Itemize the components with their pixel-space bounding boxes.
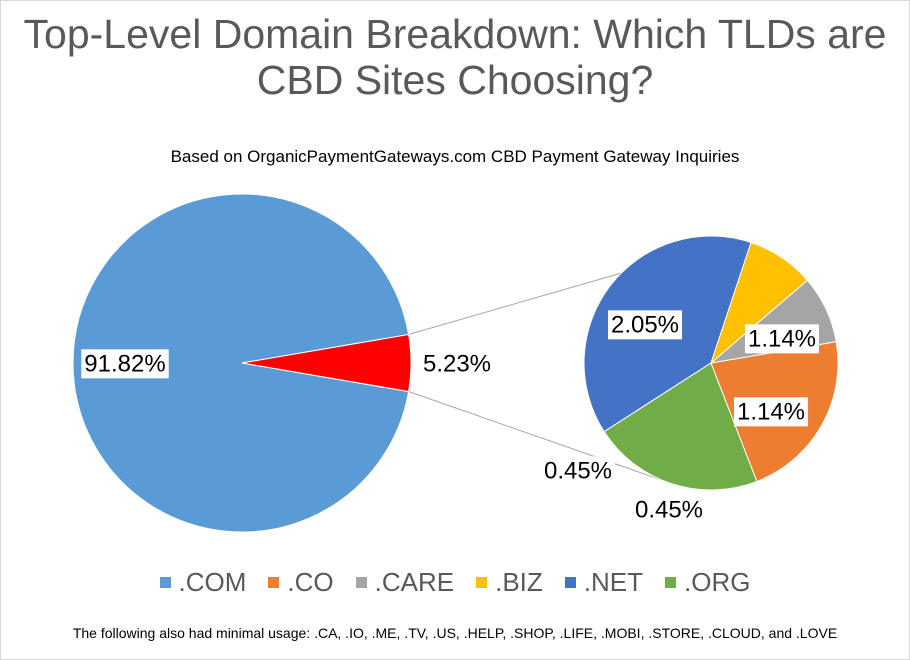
data-label-com: 91.82% [84,350,165,377]
data-label-other-bg [419,349,495,379]
data-label-care-bg [631,495,707,525]
pie-slice-other [241,333,412,393]
data-label-biz-bg [540,456,616,486]
data-label-other: 5.23% [423,350,491,377]
pie-slice-com [72,193,410,533]
legend-swatch [665,577,677,588]
legend-item-net: .NET [564,567,644,598]
chart-legend: .COM .CO .CARE .BIZ .NET .ORG [1,567,909,598]
pie-of-pie-chart: 91.82% 5.23% 2.05% 1.14% 1.14% 0.45% 0.45% [72,193,839,533]
legend-item-care: .CARE [355,567,455,598]
legend-item-com: .COM [159,567,247,598]
legend-item-co: .CO [268,567,334,598]
data-label-biz: 0.45% [544,457,612,484]
legend-swatch [476,577,488,588]
connector-line-bottom [408,391,677,486]
legend-label: .CARE [374,567,455,597]
legend-swatch [355,577,367,588]
legend-label: .COM [178,567,247,597]
data-label-care: 0.45% [635,496,703,523]
chart-title: Top-Level Domain Breakdown: Which TLDs a… [23,11,887,103]
data-label-org-bg [744,324,820,354]
data-label-org: 1.14% [748,325,816,352]
legend-item-biz: .BIZ [476,567,543,598]
data-label-net: 2.05% [611,311,679,338]
data-label-com-bg [81,349,169,379]
legend-swatch [159,577,171,588]
legend-swatch [564,577,576,588]
data-label-co-bg [733,397,809,427]
legend-label: .ORG [684,567,751,597]
chart-footnote: The following also had minimal usage: .C… [72,625,838,641]
pie-slice-biz [709,241,809,365]
chart-subtitle: Based on OrganicPaymentGateways.com CBD … [170,147,740,166]
pie-slice-org [603,362,758,491]
legend-label: .NET [583,567,644,597]
legend-label: .BIZ [495,567,543,597]
legend-label: .CO [287,567,334,597]
data-label-net-bg [607,310,683,340]
legend-swatch [268,577,280,588]
data-label-co: 1.14% [737,398,805,425]
legend-item-org: .ORG [665,567,750,598]
